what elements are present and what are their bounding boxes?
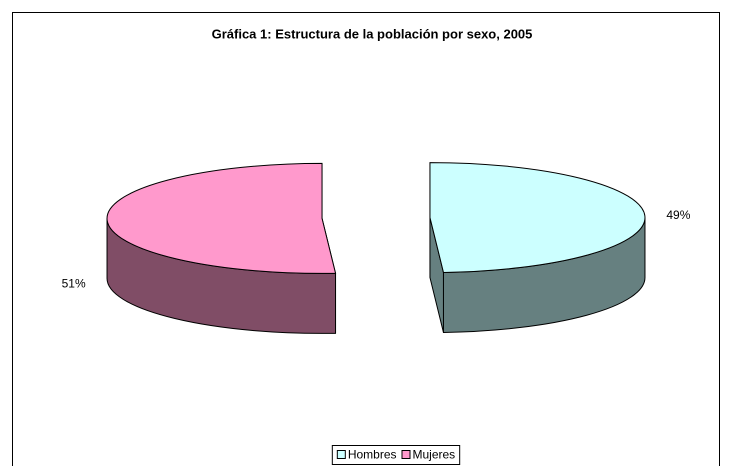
legend-label: Mujeres	[413, 448, 456, 462]
legend-label: Hombres	[348, 448, 397, 462]
data-label: 51%	[62, 276, 86, 290]
chart-title: Gráfica 1: Estructura de la población po…	[212, 26, 533, 41]
legend-swatch	[336, 450, 346, 459]
slice-top	[429, 162, 646, 273]
legend: Hombres Mujeres	[331, 445, 461, 465]
slice	[106, 162, 337, 334]
data-label: 49%	[666, 208, 690, 222]
legend-box	[331, 445, 461, 465]
legend-swatch	[401, 450, 411, 459]
slice-top	[106, 162, 337, 274]
slice	[429, 162, 646, 333]
